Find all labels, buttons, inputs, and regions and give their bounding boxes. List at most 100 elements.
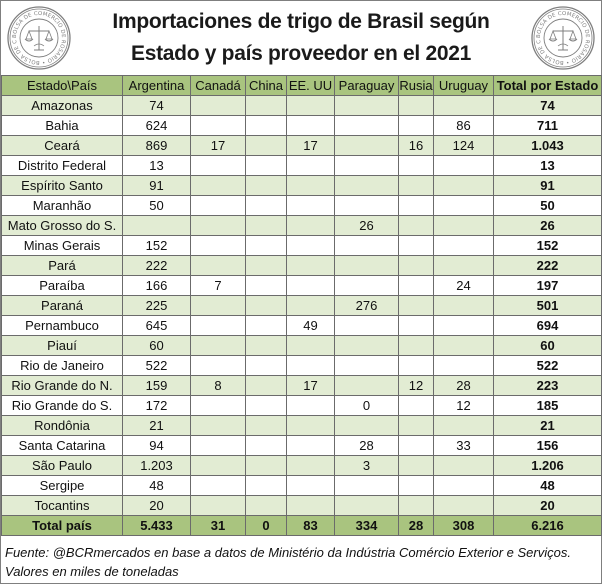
source-note: Fuente: @BCRmercados en base a datos de …: [5, 545, 571, 560]
value-cell: 17: [286, 135, 335, 156]
total-value-cell: 0: [245, 515, 287, 536]
value-cell: [190, 295, 246, 316]
state-total-cell: 20: [493, 495, 602, 516]
total-value-cell: 308: [433, 515, 494, 536]
state-total-cell: 50: [493, 195, 602, 216]
value-cell: [286, 455, 335, 476]
value-cell: [398, 395, 434, 416]
value-cell: [286, 155, 335, 176]
value-cell: [245, 455, 287, 476]
value-cell: [245, 495, 287, 516]
chart-title-line-2: Estado y país proveedor en el 2021: [131, 42, 471, 65]
total-row: Total país 5.433 31 0 83 334 28 308 6.216: [1, 515, 602, 536]
value-cell: [245, 195, 287, 216]
table-row: Bahia 624 86 711: [1, 115, 602, 136]
state-name-cell: Amazonas: [1, 95, 123, 116]
state-total-cell: 60: [493, 335, 602, 356]
value-cell: 33: [433, 435, 494, 456]
state-name-cell: Mato Grosso do S.: [1, 215, 123, 236]
value-cell: 17: [190, 135, 246, 156]
value-cell: 8: [190, 375, 246, 396]
value-cell: [286, 95, 335, 116]
table-row: Minas Gerais 152 152: [1, 235, 602, 256]
value-cell: 7: [190, 275, 246, 296]
state-total-cell: 694: [493, 315, 602, 336]
state-total-cell: 223: [493, 375, 602, 396]
value-cell: 1.203: [122, 455, 191, 476]
value-cell: 13: [122, 155, 191, 176]
total-value-cell: 334: [334, 515, 399, 536]
bcr-seal-logo-left: BOLSA DE COMERCIO DE ROSARIO • BOLSA DE …: [5, 2, 71, 70]
value-cell: [190, 395, 246, 416]
value-cell: [398, 235, 434, 256]
value-cell: [286, 275, 335, 296]
value-cell: [433, 175, 494, 196]
value-cell: [245, 275, 287, 296]
column-header: Rusia: [398, 75, 434, 96]
state-total-cell: 185: [493, 395, 602, 416]
value-cell: [190, 255, 246, 276]
value-cell: [245, 355, 287, 376]
table-row: Distrito Federal 13 13: [1, 155, 602, 176]
value-cell: 222: [122, 255, 191, 276]
state-total-cell: 26: [493, 215, 602, 236]
value-cell: 91: [122, 175, 191, 196]
value-cell: [190, 215, 246, 236]
state-name-cell: Pará: [1, 255, 123, 276]
value-cell: [398, 295, 434, 316]
value-cell: [190, 95, 246, 116]
value-cell: [245, 235, 287, 256]
value-cell: [245, 215, 287, 236]
value-cell: [286, 495, 335, 516]
value-cell: [433, 335, 494, 356]
imports-table: Estado\País Argentina Canadá China EE. UU Par…: [1, 75, 602, 536]
value-cell: [190, 435, 246, 456]
state-total-cell: 21: [493, 415, 602, 436]
value-cell: [245, 155, 287, 176]
state-name-cell: Piauí: [1, 335, 123, 356]
value-cell: [334, 175, 399, 196]
value-cell: [286, 175, 335, 196]
total-label-cell: Total país: [1, 515, 123, 536]
value-cell: 624: [122, 115, 191, 136]
value-cell: [398, 275, 434, 296]
value-cell: 28: [433, 375, 494, 396]
state-total-cell: 13: [493, 155, 602, 176]
value-cell: [334, 275, 399, 296]
value-cell: [334, 355, 399, 376]
value-cell: [433, 495, 494, 516]
value-cell: 28: [334, 435, 399, 456]
table-row: Paraná 225 276 501: [1, 295, 602, 316]
total-value-cell: 5.433: [122, 515, 191, 536]
value-cell: [398, 155, 434, 176]
table-row: Ceará 869 17 17 16 124 1.043: [1, 135, 602, 156]
value-cell: [334, 135, 399, 156]
value-cell: 166: [122, 275, 191, 296]
value-cell: [286, 235, 335, 256]
table-row: Sergipe 48 48: [1, 475, 602, 496]
value-cell: [190, 335, 246, 356]
state-name-cell: Espírito Santo: [1, 175, 123, 196]
value-cell: [190, 455, 246, 476]
total-value-cell: 6.216: [493, 515, 602, 536]
value-cell: [433, 255, 494, 276]
value-cell: 159: [122, 375, 191, 396]
value-cell: [398, 195, 434, 216]
value-cell: [286, 395, 335, 416]
state-total-cell: 152: [493, 235, 602, 256]
table-row: Paraíba 166 7 24 197: [1, 275, 602, 296]
table-row: Pará 222 222: [1, 255, 602, 276]
value-cell: [245, 95, 287, 116]
value-cell: 152: [122, 235, 191, 256]
column-header-state: Estado\País: [1, 75, 123, 96]
value-cell: [286, 435, 335, 456]
state-total-cell: 48: [493, 475, 602, 496]
value-cell: 276: [334, 295, 399, 316]
state-name-cell: Tocantins: [1, 495, 123, 516]
value-cell: [433, 235, 494, 256]
value-cell: 869: [122, 135, 191, 156]
column-header: Argentina: [122, 75, 191, 96]
svg-text:BOLSA DE COMERCIO DE ROSARIO •: BOLSA DE COMERCIO DE ROSARIO • BOLSA DE …: [531, 6, 590, 65]
value-cell: 94: [122, 435, 191, 456]
